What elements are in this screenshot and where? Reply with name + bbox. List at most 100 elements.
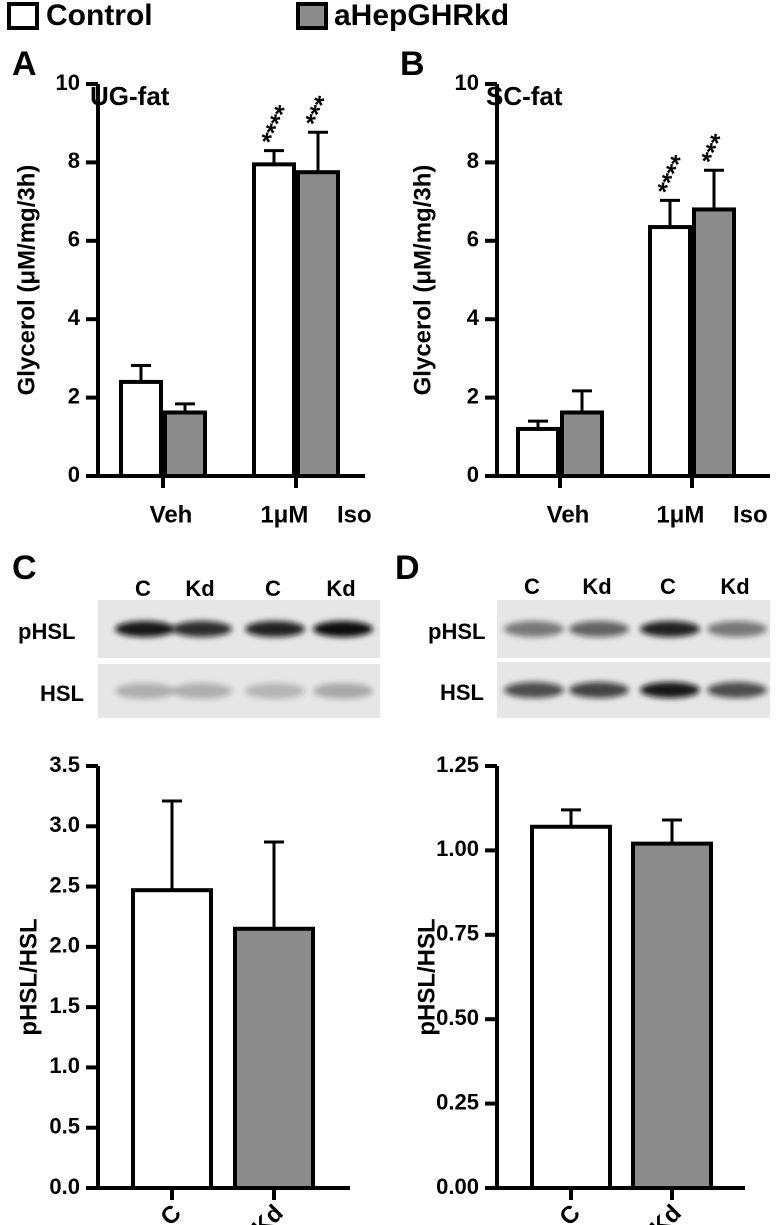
error-bar: [264, 840, 284, 929]
error-bar: [660, 198, 680, 228]
lane-label: Kd: [582, 574, 611, 599]
blot-band: [569, 682, 629, 698]
blot-band: [504, 682, 564, 698]
blot-band: [313, 683, 373, 699]
y-tick-label: 1.25: [436, 752, 479, 777]
error-bar: [131, 363, 151, 382]
error-bar: [704, 168, 724, 210]
bar: [530, 824, 612, 1190]
blot-band: [245, 621, 305, 637]
y-tick-label: 2: [68, 383, 80, 408]
blot-band: [313, 621, 373, 637]
y-tick-label: 1.00: [436, 836, 479, 861]
chart-title: SC-fat: [486, 81, 563, 111]
legend-label: Control: [46, 0, 153, 32]
y-tick-label: 2: [467, 383, 479, 408]
y-tick-label: 0: [68, 462, 80, 487]
x-tick-label: C: [554, 1200, 585, 1225]
x-tick-label: Veh: [150, 501, 193, 528]
error-bar: [308, 130, 328, 173]
bar: [233, 926, 315, 1190]
y-tick-label: 0: [467, 462, 479, 487]
y-tick-label: 2.5: [49, 872, 80, 897]
y-tick-label: 6: [467, 227, 479, 252]
panel-label: D: [395, 549, 420, 587]
error-bar: [561, 808, 581, 827]
y-tick-label: 10: [56, 70, 80, 95]
panel-label: C: [12, 549, 37, 587]
x-tick-label: Kd: [645, 1200, 687, 1225]
bar: [296, 170, 340, 478]
y-tick-label: 3.5: [49, 752, 80, 777]
row-label: HSL: [440, 680, 484, 705]
y-axis-label: pHSL/HSL: [413, 918, 440, 1035]
lane-label: C: [524, 574, 540, 599]
y-axis-label: Glycerol (μM/mg/3h): [13, 165, 40, 396]
error-bar: [264, 149, 284, 165]
y-tick-label: 8: [68, 148, 80, 173]
y-tick-label: 0.75: [436, 921, 479, 946]
x-tick-label: 1μM Iso: [260, 501, 371, 528]
blot-band: [640, 682, 700, 698]
y-tick-label: 0.0: [49, 1174, 80, 1199]
y-tick-label: 4: [68, 305, 81, 330]
blot-band: [504, 621, 564, 637]
lane-label: Kd: [185, 576, 214, 601]
blot-band: [115, 683, 175, 699]
lane-label: C: [660, 574, 676, 599]
bar: [516, 426, 560, 478]
row-label: pHSL: [428, 619, 485, 644]
y-tick-label: 2.0: [49, 933, 80, 958]
x-tick-label: C: [155, 1200, 186, 1225]
legend-swatch: [7, 2, 39, 30]
error-bar: [528, 419, 548, 429]
error-bar: [572, 389, 592, 413]
lane-label: Kd: [720, 574, 749, 599]
y-tick-label: 6: [68, 227, 80, 252]
blot-band: [115, 621, 175, 637]
significance-label: ***: [694, 129, 734, 170]
significance-label: ****: [254, 100, 299, 150]
row-label: HSL: [40, 681, 84, 706]
x-tick-label: Kd: [247, 1200, 289, 1225]
y-tick-label: 1.5: [49, 993, 80, 1018]
y-tick-label: 0.25: [436, 1089, 479, 1114]
y-tick-label: 0.5: [49, 1114, 80, 1139]
error-bar: [175, 402, 195, 413]
bar: [119, 379, 163, 479]
bar: [131, 888, 213, 1191]
bar: [252, 162, 296, 479]
x-tick-label: 1μM Iso: [656, 501, 767, 528]
y-axis-label: Glycerol (μM/mg/3h): [409, 165, 436, 396]
lane-label: Kd: [326, 576, 355, 601]
row-label: pHSL: [18, 619, 75, 644]
y-tick-label: 0.50: [436, 1005, 479, 1030]
chart-title: UG-fat: [90, 81, 170, 111]
y-tick-label: 0.00: [436, 1174, 479, 1199]
error-bar: [662, 818, 682, 844]
blot-band: [640, 621, 700, 637]
blot-band: [707, 682, 767, 698]
bar: [631, 841, 713, 1190]
y-axis-label: pHSL/HSL: [15, 918, 42, 1035]
bar: [692, 207, 736, 478]
blot-band: [172, 683, 232, 699]
blot-band: [569, 621, 629, 637]
x-tick-label: Veh: [547, 501, 590, 528]
legend-label: aHepGHRkd: [334, 0, 509, 32]
y-tick-label: 4: [467, 305, 480, 330]
significance-label: ****: [650, 150, 695, 200]
bar: [648, 225, 692, 478]
panel-label: B: [400, 45, 425, 83]
y-tick-label: 10: [455, 70, 479, 95]
y-tick-label: 8: [467, 148, 479, 173]
blot-band: [707, 621, 767, 637]
legend-swatch: [296, 2, 328, 30]
error-bar: [162, 799, 182, 891]
significance-label: ***: [298, 91, 338, 132]
lane-label: C: [135, 576, 151, 601]
panel-label: A: [12, 45, 37, 83]
bar: [560, 410, 604, 479]
y-tick-label: 3.0: [49, 812, 80, 837]
